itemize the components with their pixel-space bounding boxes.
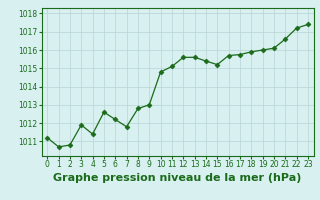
X-axis label: Graphe pression niveau de la mer (hPa): Graphe pression niveau de la mer (hPa) xyxy=(53,173,302,183)
